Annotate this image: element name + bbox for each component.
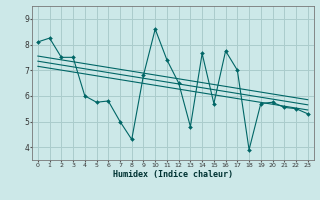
X-axis label: Humidex (Indice chaleur): Humidex (Indice chaleur) — [113, 170, 233, 179]
